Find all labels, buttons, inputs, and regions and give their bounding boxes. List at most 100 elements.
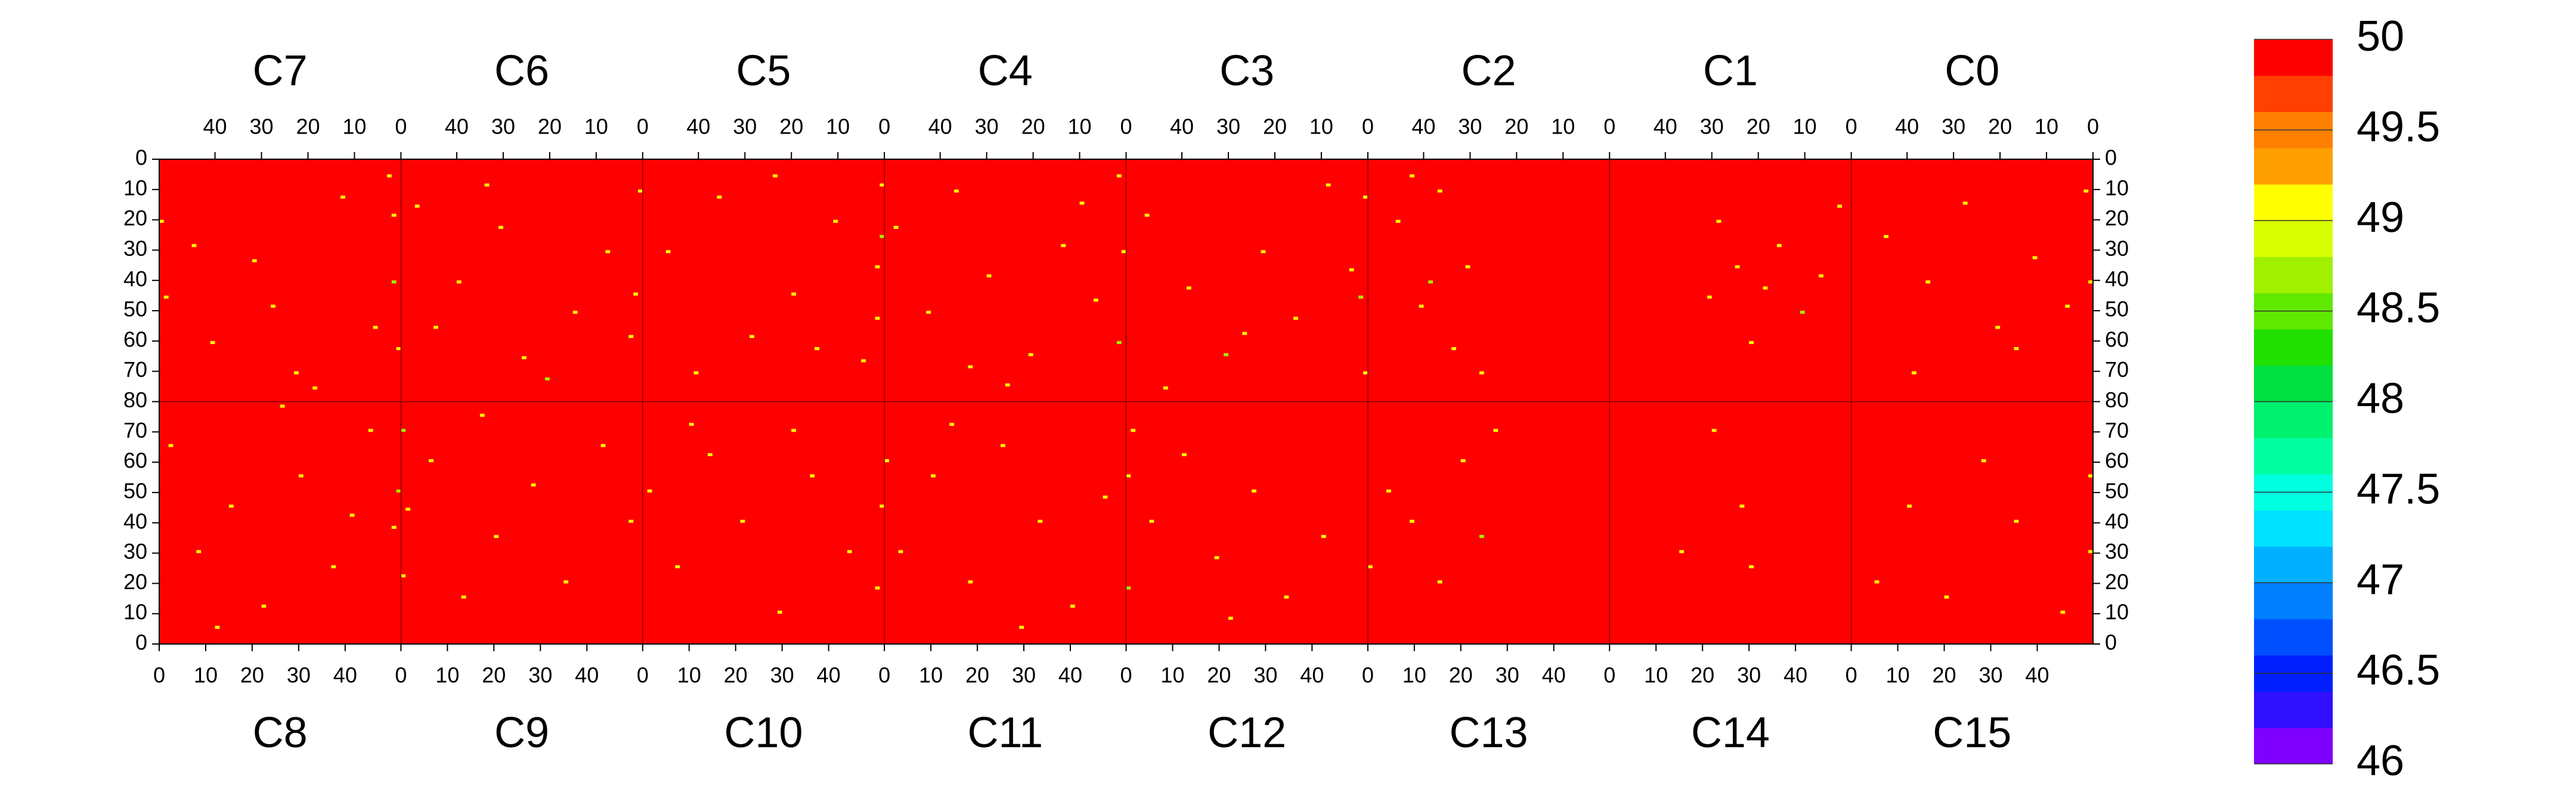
y-tick-label: 40 — [2105, 267, 2129, 291]
cell — [391, 280, 397, 284]
colorbar-band — [2254, 619, 2333, 656]
cell — [1800, 311, 1805, 314]
cell — [2088, 474, 2093, 478]
colorbar-band — [2254, 365, 2333, 402]
x-tick-label: 0 — [878, 114, 890, 139]
x-tick-label: 20 — [538, 114, 562, 139]
colorbar-band — [2254, 691, 2333, 728]
cell — [545, 377, 550, 380]
panel-fill — [1126, 401, 1368, 644]
y-tick-label: 10 — [2105, 175, 2129, 200]
colorbar-band — [2254, 727, 2333, 764]
cell — [689, 423, 694, 426]
x-tick-label: 40 — [1895, 114, 1919, 139]
x-tick-label: 10 — [677, 663, 701, 688]
cell — [564, 580, 569, 584]
x-tick-label: 30 — [1012, 663, 1036, 688]
cell — [2065, 304, 2070, 308]
chip-label: C5 — [736, 47, 791, 95]
x-tick-label: 10 — [342, 114, 366, 139]
cell — [777, 611, 782, 614]
cell — [1116, 340, 1122, 344]
cell — [1386, 489, 1391, 493]
cell — [1149, 519, 1154, 523]
cell — [1707, 295, 1712, 299]
colorbar-band — [2254, 438, 2333, 475]
x-tick-label: 30 — [1737, 663, 1761, 688]
cell — [1284, 595, 1289, 599]
chip-label: C12 — [1208, 709, 1286, 757]
chip-label: C10 — [724, 709, 803, 757]
y-tick-label: 0 — [2105, 145, 2117, 170]
cell — [791, 429, 797, 432]
colorbar-band — [2254, 329, 2333, 366]
cell — [391, 525, 397, 529]
cell — [815, 347, 819, 351]
cell — [968, 365, 973, 369]
x-tick-label: 10 — [584, 114, 608, 139]
cell — [391, 213, 397, 217]
y-tick-label: 20 — [123, 206, 147, 230]
cell — [1395, 219, 1401, 223]
x-tick-label: 30 — [770, 663, 794, 688]
cell — [1363, 195, 1368, 199]
cell — [494, 535, 499, 538]
cell — [1493, 429, 1498, 432]
x-tick-label: 10 — [1160, 663, 1184, 688]
x-tick-label: 40 — [1058, 663, 1082, 688]
cell — [1028, 353, 1033, 357]
y-tick-label: 20 — [2105, 569, 2129, 594]
cell — [1224, 353, 1229, 357]
cell — [159, 219, 164, 223]
cell — [791, 292, 797, 296]
cell — [1907, 504, 1912, 508]
x-tick-label: 30 — [1979, 663, 2002, 688]
cell — [600, 444, 606, 447]
x-tick-label: 0 — [395, 663, 407, 688]
x-tick-label: 10 — [2035, 114, 2058, 139]
x-tick-label: 40 — [1784, 663, 1807, 688]
colorbar-label: 47.5 — [2357, 465, 2440, 513]
cell — [898, 550, 903, 553]
x-tick-label: 0 — [153, 663, 165, 688]
cell — [1079, 202, 1085, 205]
cell — [893, 225, 899, 229]
x-tick-label: 30 — [733, 114, 757, 139]
cell — [2032, 256, 2038, 259]
x-tick-label: 40 — [1542, 663, 1566, 688]
cell — [196, 550, 202, 553]
y-tick-label: 70 — [123, 357, 147, 382]
colorbar-label: 48.5 — [2357, 284, 2440, 332]
cell — [1182, 453, 1187, 456]
x-tick-label: 10 — [1793, 114, 1817, 139]
cell — [875, 586, 880, 590]
cell — [373, 326, 378, 329]
panel-fill — [1126, 159, 1368, 402]
cell — [312, 386, 318, 390]
x-tick-label: 20 — [1933, 663, 1956, 688]
cell — [884, 459, 889, 463]
cell — [1711, 429, 1717, 432]
chip-label: C8 — [253, 709, 308, 757]
cell — [1884, 235, 1888, 239]
cell — [1144, 213, 1150, 217]
cell — [773, 174, 778, 178]
x-tick-label: 40 — [1411, 114, 1435, 139]
cell — [271, 304, 275, 308]
x-tick-label: 40 — [2025, 663, 2049, 688]
cell — [1242, 332, 1247, 335]
cell — [1251, 489, 1256, 493]
panel-fill — [1851, 159, 2093, 402]
chip-label: C14 — [1691, 709, 1770, 757]
cell — [880, 504, 885, 508]
cell — [484, 183, 490, 187]
y-tick-label: 0 — [135, 145, 147, 170]
x-tick-label: 20 — [1504, 114, 1528, 139]
cell — [861, 359, 866, 363]
cell — [954, 189, 959, 193]
cell — [2083, 189, 2089, 193]
cell — [1293, 317, 1298, 320]
x-tick-label: 20 — [240, 663, 264, 688]
cell — [1981, 459, 1986, 463]
y-tick-label: 50 — [123, 297, 147, 321]
